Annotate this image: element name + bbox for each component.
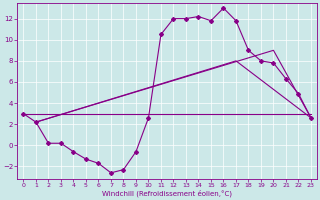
X-axis label: Windchill (Refroidissement éolien,°C): Windchill (Refroidissement éolien,°C) — [102, 190, 232, 197]
